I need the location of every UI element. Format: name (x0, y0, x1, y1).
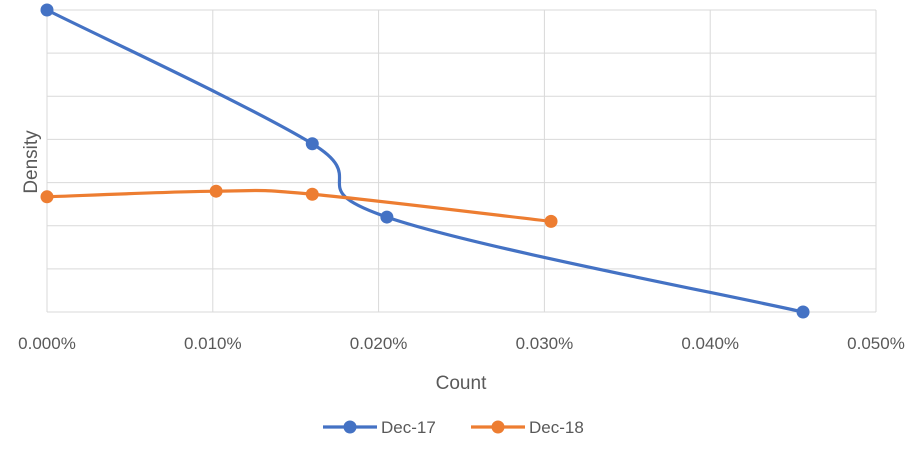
legend-item-dec-17: Dec-17 (323, 418, 436, 437)
series-line-dec-17 (45, 8, 805, 314)
gridlines (46, 9, 877, 313)
data-point-dec-18 (305, 187, 319, 201)
data-point-dec-18 (544, 214, 558, 228)
x-tick-label: 0.010% (184, 334, 242, 353)
series-dec-17 (40, 3, 810, 319)
y-axis-title: Density (21, 130, 42, 194)
series-dec-18 (40, 184, 558, 228)
legend: Dec-17 Dec-18 (323, 418, 584, 437)
data-point-dec-18 (209, 184, 223, 198)
series-line-dec-18 (45, 188, 553, 223)
x-tick-label: 0.050% (847, 334, 905, 353)
x-axis-title: Count (436, 373, 487, 394)
data-point-dec-18 (40, 190, 54, 204)
data-point-dec-17 (796, 305, 810, 319)
x-tick-label: 0.020% (350, 334, 408, 353)
legend-dot-marker (491, 420, 505, 434)
legend-label: Dec-18 (529, 418, 584, 437)
legend-label: Dec-17 (381, 418, 436, 437)
x-tick-label: 0.040% (681, 334, 739, 353)
legend-dot-marker (343, 420, 357, 434)
data-point-dec-17 (40, 3, 54, 17)
x-tick-label: 0.000% (18, 334, 76, 353)
x-axis-ticks: 0.000% 0.010% 0.020% 0.030% 0.040% 0.050% (18, 334, 905, 353)
legend-item-dec-18: Dec-18 (471, 418, 584, 437)
x-tick-label: 0.030% (516, 334, 574, 353)
data-point-dec-17 (380, 210, 394, 224)
series (40, 3, 810, 319)
data-point-dec-17 (305, 137, 319, 151)
